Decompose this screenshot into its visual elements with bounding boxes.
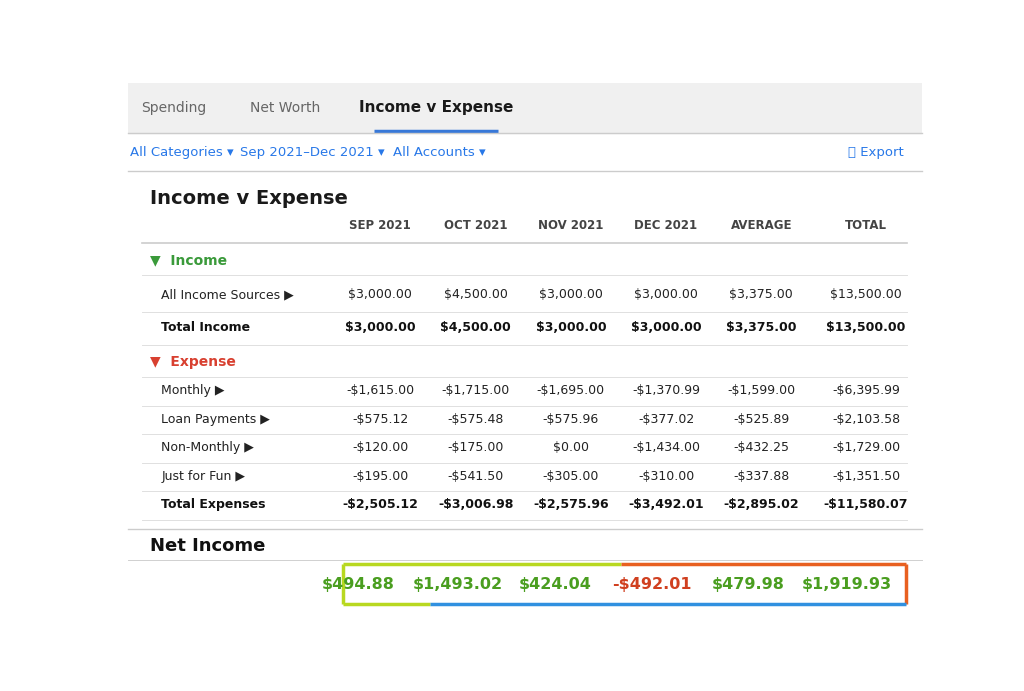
Text: Spending: Spending <box>141 101 207 115</box>
Text: TOTAL: TOTAL <box>845 219 887 232</box>
Text: -$175.00: -$175.00 <box>447 442 504 455</box>
Text: -$310.00: -$310.00 <box>638 470 694 483</box>
Text: -$2,575.96: -$2,575.96 <box>534 498 608 511</box>
Text: All Accounts ▾: All Accounts ▾ <box>393 146 485 159</box>
Text: Just for Fun ▶: Just for Fun ▶ <box>162 470 246 483</box>
Text: AVERAGE: AVERAGE <box>730 219 792 232</box>
Text: $1,493.02: $1,493.02 <box>413 577 503 591</box>
Text: Loan Payments ▶: Loan Payments ▶ <box>162 413 270 426</box>
Text: Income v Expense: Income v Expense <box>358 100 513 115</box>
Text: -$432.25: -$432.25 <box>733 442 790 455</box>
Text: $494.88: $494.88 <box>322 577 394 591</box>
Text: $3,000.00: $3,000.00 <box>536 321 606 334</box>
Text: ▼  Expense: ▼ Expense <box>151 354 237 369</box>
Text: Monthly ▶: Monthly ▶ <box>162 384 225 397</box>
Text: -$1,729.00: -$1,729.00 <box>831 442 900 455</box>
Text: -$195.00: -$195.00 <box>352 470 409 483</box>
Text: ▼  Income: ▼ Income <box>151 253 227 267</box>
Text: $1,919.93: $1,919.93 <box>802 577 892 591</box>
Text: -$337.88: -$337.88 <box>733 470 790 483</box>
Text: $3,000.00: $3,000.00 <box>631 321 701 334</box>
Text: -$525.89: -$525.89 <box>733 413 790 426</box>
Text: Total Expenses: Total Expenses <box>162 498 266 511</box>
Text: $3,000.00: $3,000.00 <box>348 288 413 301</box>
Text: $3,000.00: $3,000.00 <box>539 288 603 301</box>
Text: -$11,580.07: -$11,580.07 <box>823 498 908 511</box>
Text: $3,000.00: $3,000.00 <box>634 288 698 301</box>
Text: -$3,006.98: -$3,006.98 <box>438 498 513 511</box>
Text: $3,375.00: $3,375.00 <box>729 288 794 301</box>
Text: $13,500.00: $13,500.00 <box>830 288 902 301</box>
Text: $3,000.00: $3,000.00 <box>345 321 416 334</box>
Text: Non-Monthly ▶: Non-Monthly ▶ <box>162 442 254 455</box>
Text: All Categories ▾: All Categories ▾ <box>130 146 233 159</box>
Text: -$1,615.00: -$1,615.00 <box>346 384 415 397</box>
Text: -$1,351.50: -$1,351.50 <box>831 470 900 483</box>
Text: -$1,370.99: -$1,370.99 <box>632 384 700 397</box>
Text: -$3,492.01: -$3,492.01 <box>629 498 703 511</box>
Text: -$120.00: -$120.00 <box>352 442 409 455</box>
Text: DEC 2021: DEC 2021 <box>635 219 697 232</box>
Text: -$1,715.00: -$1,715.00 <box>441 384 510 397</box>
Text: Sep 2021–Dec 2021 ▾: Sep 2021–Dec 2021 ▾ <box>240 146 384 159</box>
Text: SEP 2021: SEP 2021 <box>349 219 412 232</box>
Text: Net Income: Net Income <box>151 537 265 555</box>
Text: -$575.96: -$575.96 <box>543 413 599 426</box>
Text: -$1,695.00: -$1,695.00 <box>537 384 605 397</box>
Text: Net Worth: Net Worth <box>250 101 321 115</box>
Text: -$2,505.12: -$2,505.12 <box>342 498 418 511</box>
Text: OCT 2021: OCT 2021 <box>443 219 507 232</box>
Text: -$575.12: -$575.12 <box>352 413 409 426</box>
Bar <box>128 83 922 133</box>
Text: -$541.50: -$541.50 <box>447 470 504 483</box>
Text: -$377.02: -$377.02 <box>638 413 694 426</box>
Text: $0.00: $0.00 <box>553 442 589 455</box>
Text: $4,500.00: $4,500.00 <box>443 288 508 301</box>
Text: $479.98: $479.98 <box>712 577 785 591</box>
Text: -$6,395.99: -$6,395.99 <box>833 384 900 397</box>
Text: NOV 2021: NOV 2021 <box>539 219 603 232</box>
Text: $13,500.00: $13,500.00 <box>826 321 906 334</box>
Text: $4,500.00: $4,500.00 <box>440 321 511 334</box>
Text: -$492.01: -$492.01 <box>612 577 691 591</box>
Text: $3,375.00: $3,375.00 <box>726 321 797 334</box>
Text: -$305.00: -$305.00 <box>543 470 599 483</box>
Text: Income v Expense: Income v Expense <box>151 189 348 208</box>
Text: -$1,434.00: -$1,434.00 <box>632 442 700 455</box>
Text: Total Income: Total Income <box>162 321 251 334</box>
Bar <box>343 564 906 604</box>
Text: $424.04: $424.04 <box>518 577 592 591</box>
Text: -$2,103.58: -$2,103.58 <box>831 413 900 426</box>
Text: -$575.48: -$575.48 <box>447 413 504 426</box>
Text: All Income Sources ▶: All Income Sources ▶ <box>162 288 294 301</box>
Text: ⧉ Export: ⧉ Export <box>849 146 904 159</box>
Text: -$1,599.00: -$1,599.00 <box>727 384 796 397</box>
Text: -$2,895.02: -$2,895.02 <box>724 498 799 511</box>
